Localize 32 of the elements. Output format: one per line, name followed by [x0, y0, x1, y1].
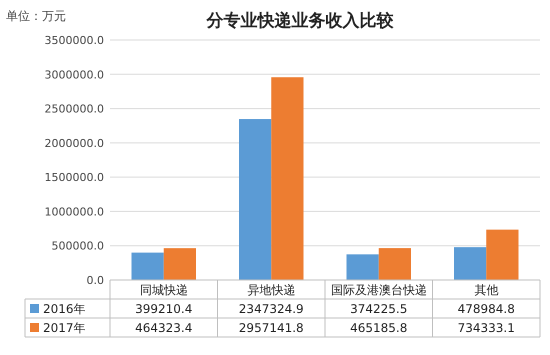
data-label: 399210.4: [135, 302, 192, 316]
data-label: 465185.8: [350, 321, 408, 335]
y-tick-label: 2500000.0: [44, 102, 104, 116]
y-tick-label: 2000000.0: [44, 136, 104, 150]
x-tick-label: 其他: [474, 283, 498, 297]
data-label: 2957141.8: [238, 321, 304, 335]
data-label: 478984.8: [458, 302, 515, 316]
y-tick-label: 1500000.0: [44, 171, 104, 184]
y-axis-title: 单位：万元: [6, 9, 66, 23]
x-tick-label: 同城快递: [140, 283, 188, 297]
bar: [454, 247, 486, 280]
y-tick-label: 3000000.0: [44, 68, 104, 82]
bar: [486, 230, 518, 280]
y-tick-label: 3500000.0: [44, 34, 104, 47]
data-label: 734333.1: [458, 321, 515, 335]
bar: [132, 252, 164, 280]
legend-label: 2017年: [43, 321, 86, 335]
x-tick-label: 国际及港澳台快递: [330, 283, 427, 297]
data-label: 374225.5: [350, 302, 408, 316]
bar: [239, 119, 272, 280]
bar: [346, 254, 379, 280]
y-tick-label: 1000000.0: [44, 205, 104, 218]
y-tick-label: 500000.0: [52, 240, 104, 253]
data-label: 464323.4: [135, 321, 192, 335]
data-label: 2347324.9: [238, 302, 304, 316]
bar: [271, 77, 304, 280]
y-tick-label: 0.0: [86, 274, 104, 287]
legend-label: 2016年: [43, 302, 86, 316]
bar: [378, 248, 411, 280]
x-tick-label: 异地快递: [247, 283, 296, 297]
chart-title: 分专业快递业务收入比较: [206, 11, 394, 31]
bar: [164, 248, 196, 280]
